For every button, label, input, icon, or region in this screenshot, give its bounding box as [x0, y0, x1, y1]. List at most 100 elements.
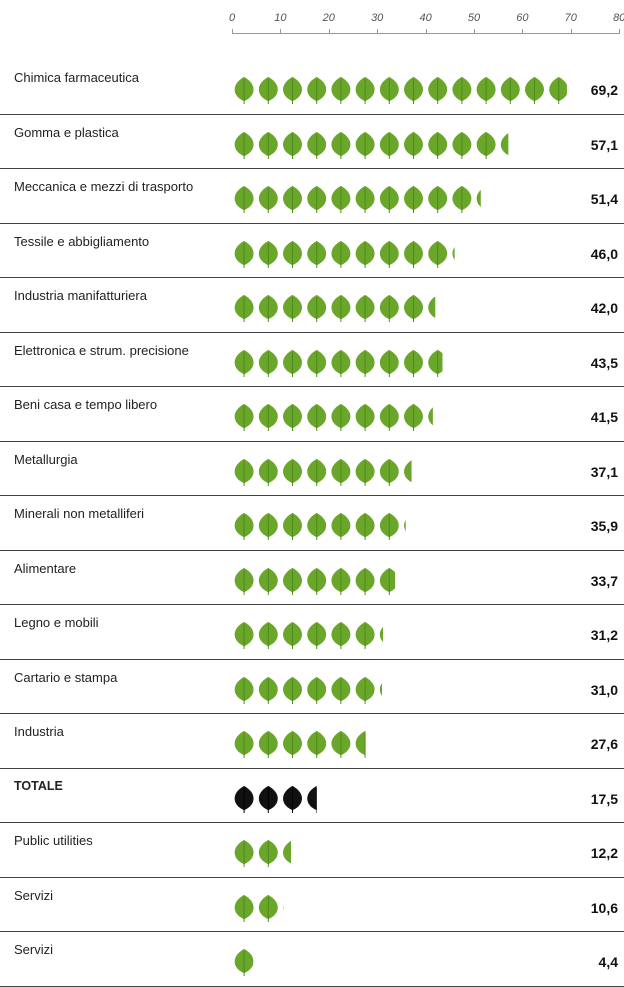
leaf-bar — [234, 621, 384, 649]
value-label: 46,0 — [590, 245, 618, 262]
chart-row: Gomma e plastica 57,1 — [0, 115, 624, 169]
value-label: 57,1 — [590, 136, 618, 153]
leaf-bar — [234, 403, 433, 431]
category-label: Gomma e plastica — [14, 124, 119, 140]
value-label: 69,2 — [590, 82, 618, 98]
value-label: 41,5 — [590, 409, 618, 425]
x-tick-label: 70 — [564, 12, 577, 24]
x-tick-label: 40 — [419, 12, 432, 24]
leaf-mark — [428, 296, 436, 318]
category-label: Servizi — [14, 942, 54, 957]
category-label: Meccanica e mezzi di trasporto — [14, 179, 194, 194]
x-tick-label: 0 — [228, 12, 236, 24]
chart-row: Public utilities 12,2 — [0, 823, 624, 878]
leaf-mark — [476, 189, 481, 207]
leaf-mark — [549, 76, 567, 102]
leaf-mark — [283, 840, 292, 864]
value-label: 17,5 — [590, 790, 618, 807]
leaf-bar — [234, 948, 254, 976]
leaf-bar — [234, 730, 366, 758]
value-label: 31,0 — [590, 681, 618, 698]
leaf-bar — [234, 294, 436, 322]
chart-row: Industria 27,6 — [0, 714, 624, 769]
x-tick-label: 10 — [274, 12, 287, 24]
x-tick-mark — [425, 29, 427, 34]
value-label: 51,4 — [590, 191, 618, 207]
leaf-mark — [500, 132, 509, 155]
x-axis: 0 10 20 30 40 50 60 70 80 — [0, 0, 624, 50]
leaf-mark — [452, 246, 455, 260]
category-label: Legno e mobili — [14, 615, 99, 630]
chart-row: Metallurgia 37,1 — [0, 442, 624, 496]
leaf-bar — [234, 839, 292, 867]
category-label: Minerali non metalliferi — [14, 506, 145, 521]
leaf-bar — [234, 458, 412, 486]
leaf-bar — [234, 185, 481, 213]
leaf-mark — [283, 904, 284, 910]
chart-row: Industria manifatturiera 42,0 — [0, 278, 624, 333]
leaf-bar — [234, 131, 509, 159]
leaf-mark — [379, 682, 383, 696]
chart-row: Servizi 4,4 — [0, 932, 624, 987]
category-label: Cartario e stampa — [14, 669, 118, 685]
x-tick-label: 30 — [371, 12, 384, 24]
leaf-bar — [234, 349, 443, 377]
x-tick-label: 50 — [467, 12, 481, 24]
leaf-mark — [379, 626, 384, 642]
leaf-mark — [379, 567, 396, 592]
chart-row: Legno e mobili 31,2 — [0, 605, 624, 660]
leaf-bar — [234, 785, 317, 813]
chart-row: Meccanica e mezzi di trasporto 51,4 — [0, 169, 624, 224]
value-label: 33,7 — [590, 572, 618, 589]
x-tick-mark — [522, 29, 524, 34]
x-tick-mark — [570, 29, 572, 34]
category-label: Industria manifatturiera — [14, 288, 147, 303]
leaf-mark — [355, 730, 366, 756]
value-label: 12,2 — [590, 845, 618, 861]
chart-rows: Chimica farmaceutica 69,2 Gomma e plastica… — [0, 60, 624, 987]
leaf-mark — [428, 349, 443, 374]
category-label: Tessile e abbigliamento — [14, 233, 150, 249]
category-label: Chimica farmaceutica — [14, 70, 139, 85]
chart-row: Chimica farmaceutica 69,2 — [0, 60, 624, 115]
chart-row: Minerali non metalliferi 35,9 — [0, 496, 624, 551]
value-label: 37,1 — [590, 463, 618, 480]
x-tick-mark — [377, 29, 379, 34]
category-label: Public utilities — [14, 833, 93, 848]
value-label: 35,9 — [590, 518, 618, 534]
category-label: Beni casa e tempo libero — [14, 397, 158, 412]
leaf-bar — [234, 676, 383, 704]
x-tick-mark — [280, 29, 282, 34]
value-label: 10,6 — [590, 899, 618, 916]
value-label: 43,5 — [590, 354, 618, 371]
leaf-mark — [404, 519, 406, 532]
leaf-mark — [307, 785, 317, 810]
value-label: 27,6 — [590, 736, 618, 752]
leaf-bar — [234, 512, 406, 540]
chart-row: Servizi 10,6 — [0, 878, 624, 932]
x-tick-label: 20 — [322, 12, 335, 24]
x-tick-label: 60 — [516, 12, 529, 24]
value-label: 31,2 — [590, 627, 618, 643]
chart-row: Elettronica e strum. precisione 43,5 — [0, 333, 624, 387]
chart-row: Beni casa e tempo libero 41,5 — [0, 387, 624, 442]
chart-row: Tessile e abbigliamento 46,0 — [0, 224, 624, 278]
category-label: Servizi — [14, 887, 54, 903]
value-label: 4,4 — [598, 954, 618, 970]
x-tick-mark — [474, 29, 475, 34]
x-tick-label: 80 — [613, 12, 624, 24]
chart-row: TOTALE 17,5 — [0, 769, 624, 823]
x-tick-mark — [619, 29, 621, 34]
category-label: Elettronica e strum. precisione — [14, 342, 189, 358]
x-tick-mark — [232, 29, 233, 34]
leaf-bar — [234, 240, 455, 268]
leaf-mark — [404, 459, 412, 482]
chart-row: Alimentare 33,7 — [0, 551, 624, 605]
category-label: TOTALE — [14, 778, 63, 793]
category-label: Industria — [14, 724, 64, 739]
leaf-bar — [234, 894, 284, 922]
category-label: Metallurgia — [14, 451, 78, 467]
leaf-bar — [234, 567, 396, 595]
chart-row: Cartario e stampa 31,0 — [0, 660, 624, 714]
category-label: Alimentare — [14, 560, 77, 576]
